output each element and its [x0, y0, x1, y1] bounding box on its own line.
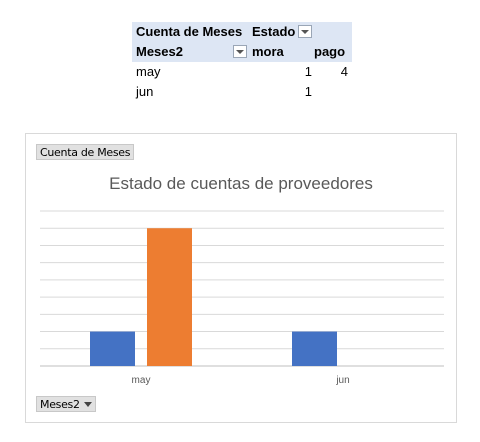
x-tick-label: may: [132, 375, 151, 386]
cell-pago: 4: [340, 64, 348, 79]
column-header-mora: mora: [252, 44, 284, 59]
pivot-row: may 1 4: [132, 62, 352, 82]
x-tick-label: jun: [335, 375, 349, 386]
pivot-row: jun 1: [132, 82, 352, 102]
chevron-down-icon: [301, 29, 309, 34]
row-filter-button[interactable]: [233, 45, 247, 58]
column-field-label: Estado: [252, 24, 296, 39]
axis-field-label: Meses2: [40, 397, 80, 411]
column-header-pago: pago: [314, 44, 346, 59]
row-field-label: Meses2: [136, 44, 183, 59]
bar-pago-may[interactable]: [147, 228, 192, 366]
bar-mora-jun[interactable]: [292, 331, 337, 366]
pivot-header-row: Cuenta de Meses Estado: [132, 22, 352, 42]
chevron-down-icon: [83, 401, 92, 407]
chart-plot-area: may jun: [40, 210, 444, 386]
row-label: may: [136, 64, 161, 79]
column-filter-button[interactable]: [298, 25, 312, 38]
chart-title: Estado de cuentas de proveedores: [109, 174, 373, 193]
cell-mora: 1: [304, 64, 312, 79]
values-header: Cuenta de Meses: [136, 24, 243, 39]
row-label: jun: [136, 84, 154, 99]
values-field-button[interactable]: Cuenta de Meses: [36, 144, 135, 160]
axis-field-button[interactable]: Meses2: [36, 396, 96, 412]
bar-mora-may[interactable]: [90, 331, 135, 366]
cell-mora: 1: [304, 84, 312, 99]
pivot-chart[interactable]: Cuenta de Meses Estado de cuentas de pro…: [25, 133, 457, 423]
pivot-subheader-row: Meses2 mora pago: [132, 42, 352, 62]
pivot-table: Cuenta de Meses Estado Meses2 mora pago …: [132, 22, 352, 102]
chevron-down-icon: [236, 49, 244, 54]
